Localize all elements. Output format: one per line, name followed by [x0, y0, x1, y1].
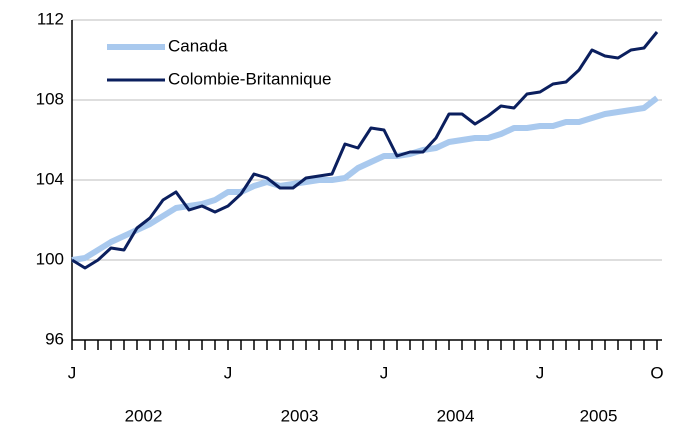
year-label: 2004 — [437, 406, 475, 425]
x-tick-label: J — [68, 363, 77, 382]
year-label: 2005 — [580, 406, 618, 425]
x-tick-label: J — [536, 363, 545, 382]
year-label: 2002 — [125, 406, 163, 425]
year-label: 2003 — [281, 406, 319, 425]
series-line — [71, 95, 659, 263]
legend-label: Canada — [168, 36, 228, 55]
y-tick-label: 96 — [45, 329, 64, 348]
x-tick-label: J — [380, 363, 389, 382]
series-line — [71, 31, 659, 270]
legend-label: Colombie-Britannique — [168, 69, 331, 88]
x-tick-label: O — [650, 363, 663, 382]
y-tick-label: 108 — [36, 89, 64, 108]
x-tick-label: J — [224, 363, 233, 382]
y-tick-label: 100 — [36, 249, 64, 268]
y-tick-label: 112 — [37, 9, 64, 28]
y-tick-label: 104 — [36, 169, 64, 188]
